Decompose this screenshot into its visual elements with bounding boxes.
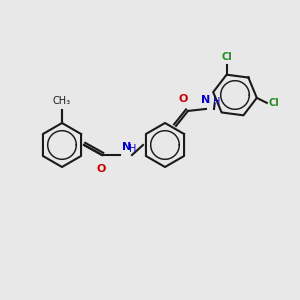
Text: O: O xyxy=(178,94,188,104)
Text: N: N xyxy=(122,142,131,152)
Text: Cl: Cl xyxy=(221,52,232,62)
Text: Cl: Cl xyxy=(269,98,280,108)
Text: O: O xyxy=(96,164,106,174)
Text: N: N xyxy=(201,95,211,105)
Text: H: H xyxy=(129,144,136,154)
Text: H: H xyxy=(213,97,220,107)
Text: CH₃: CH₃ xyxy=(53,96,71,106)
